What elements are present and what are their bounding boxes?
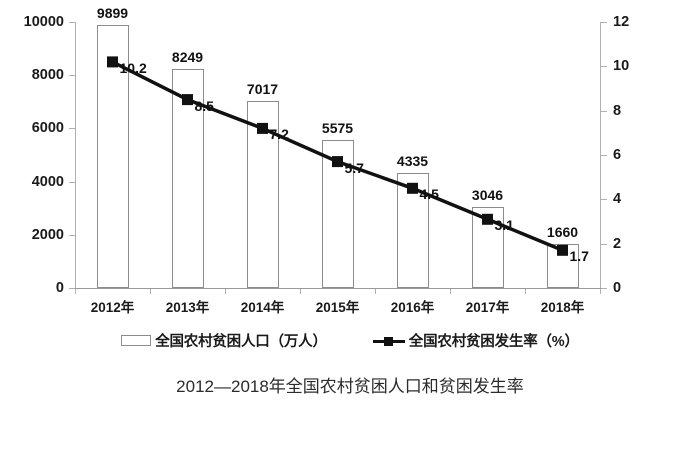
right-axis-tick-label: 0 [613, 280, 622, 296]
right-axis-tick [601, 22, 607, 23]
bar-value-label: 4335 [396, 152, 429, 169]
left-axis-line [75, 22, 76, 288]
right-axis-tick [601, 199, 607, 201]
right-axis-tick-label: 10 [613, 58, 630, 75]
left-axis-tick [69, 288, 75, 289]
category-label-3: 2015年 [315, 300, 360, 315]
left-axis-tick-label: 6000 [31, 120, 64, 137]
line-value-label: 5.7 [344, 159, 364, 176]
category-axis-tick [600, 289, 601, 294]
right-axis-tick-label: 2 [613, 235, 622, 252]
right-axis-tick-label: 6 [613, 147, 622, 163]
right-axis-tick [601, 288, 607, 289]
legend-item-poverty-rate[interactable]: 全国农村贫困发生率（%） [372, 330, 579, 351]
line-value-label: 1.7 [569, 248, 589, 265]
left-axis-tick-label: 2000 [31, 226, 64, 243]
category-label-0: 2012年 [90, 300, 135, 315]
right-axis-tick [601, 243, 607, 245]
category-axis-tick [150, 289, 151, 294]
right-axis-tick-label: 4 [613, 191, 622, 208]
right-axis-tick [601, 66, 607, 68]
left-axis-tick [69, 181, 75, 183]
left-axis-tick [69, 128, 75, 130]
bar-value-label: 5575 [321, 119, 354, 136]
left-axis-tick [69, 75, 75, 77]
line-value-label: 10.2 [119, 59, 147, 76]
category-label-1: 2013年 [165, 300, 210, 315]
left-axis-tick-label: 4000 [31, 173, 64, 190]
category-axis-tick [525, 289, 526, 294]
category-axis-tick [375, 289, 376, 294]
left-axis-tick-label: 8000 [31, 67, 64, 84]
category-label-6: 2018年 [540, 300, 585, 315]
category-label-4: 2016年 [390, 300, 435, 315]
category-axis-tick [75, 289, 76, 294]
bar-value-label: 8249 [171, 48, 204, 65]
right-axis-tick-label: 8 [613, 102, 622, 119]
legend-label-poverty-rate: 全国农村贫困发生率（%） [408, 334, 579, 350]
bar-value-label: 3046 [471, 186, 504, 203]
bar-value-label: 1660 [546, 223, 579, 240]
right-axis-line [600, 22, 601, 288]
bar-value-label: 9899 [96, 4, 129, 21]
right-axis-tick-label: 12 [613, 14, 630, 30]
bar-swatch-icon [121, 335, 152, 346]
legend-label-population: 全国农村贫困人口（万人） [155, 334, 327, 350]
left-axis-tick-label: 10000 [23, 14, 64, 30]
category-axis-tick [450, 289, 451, 294]
bar-value-label: 7017 [246, 81, 279, 98]
left-axis-tick [69, 22, 75, 23]
line-value-label: 7.2 [269, 126, 289, 143]
line-marker-swatch-icon [372, 335, 405, 347]
legend-item-population[interactable]: 全国农村贫困人口（万人） [121, 330, 327, 351]
category-label-5: 2017年 [465, 300, 510, 315]
category-axis-tick [225, 289, 226, 294]
chart-title: 2012—2018年全国农村贫困人口和贫困发生率 [176, 377, 524, 396]
line-value-label: 3.1 [494, 217, 514, 234]
left-axis-tick-label: 0 [55, 280, 64, 296]
left-axis-tick [69, 234, 75, 236]
category-label-2: 2014年 [240, 300, 285, 315]
right-axis-tick [601, 155, 607, 156]
right-axis-tick [601, 110, 607, 112]
line-value-label: 8.5 [194, 97, 214, 114]
chart-legend: 全国农村贫困人口（万人） 全国农村贫困发生率（%） [0, 330, 700, 351]
category-axis-line [75, 288, 601, 289]
category-axis-tick [300, 289, 301, 294]
line-value-label: 4.5 [419, 186, 439, 203]
